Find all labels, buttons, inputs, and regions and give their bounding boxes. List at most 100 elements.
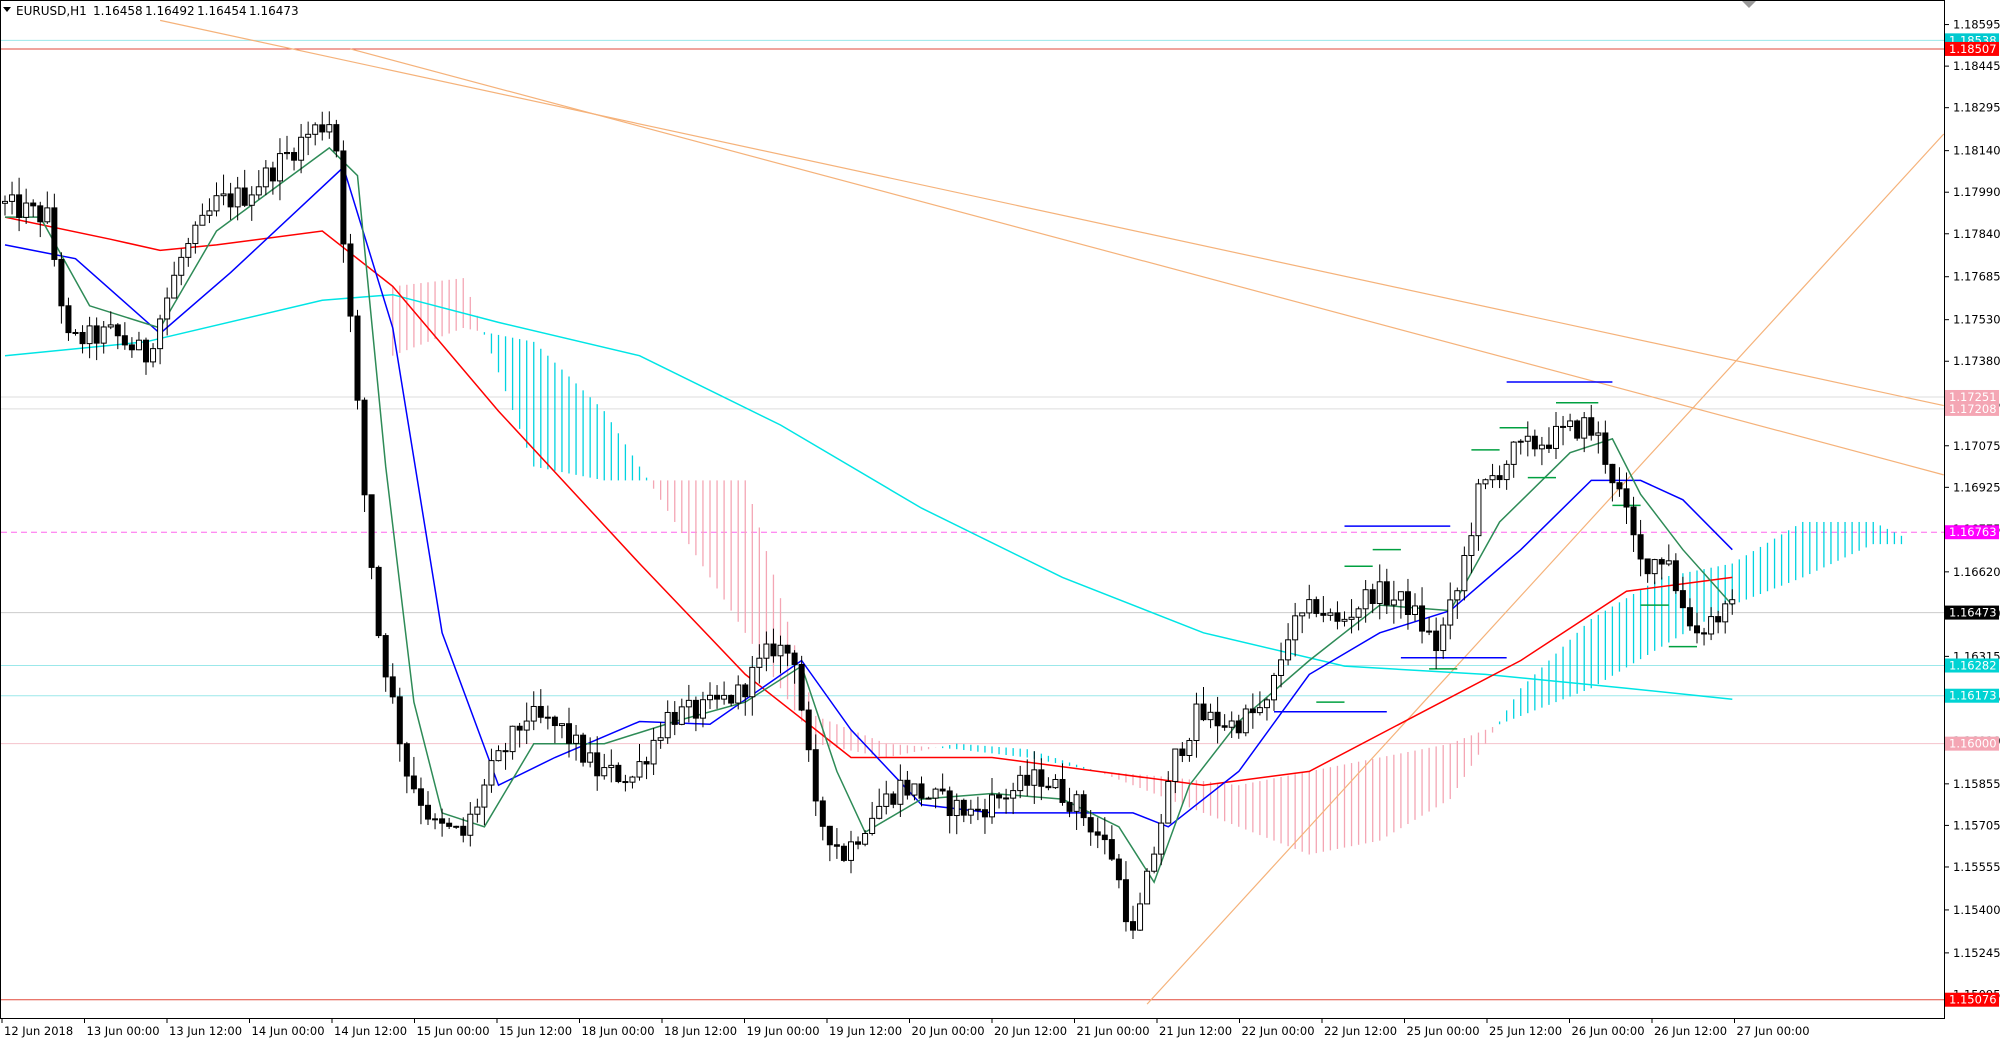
- moving-average-line: [4, 165, 1733, 828]
- bull-candle: [1341, 618, 1348, 622]
- y-tick-label: 1.17380: [1953, 354, 2000, 368]
- bear-candle: [382, 635, 389, 678]
- bull-candle: [220, 193, 227, 197]
- bear-candle: [121, 335, 128, 346]
- bear-candle: [904, 779, 911, 796]
- bear-candle: [269, 167, 276, 182]
- bull-candle: [601, 767, 608, 777]
- price-label-badge: [1945, 736, 1999, 751]
- bull-candle: [1306, 599, 1313, 614]
- bull-candle: [248, 194, 255, 206]
- bull-candle: [1567, 420, 1574, 428]
- bull-candle: [185, 243, 192, 258]
- bull-candle: [862, 833, 869, 845]
- bull-candle: [1665, 560, 1672, 565]
- bear-candle: [1130, 921, 1136, 931]
- bear-candle: [1024, 774, 1031, 786]
- bear-candle: [340, 150, 347, 245]
- bull-candle: [608, 764, 615, 769]
- bull-candle: [1144, 870, 1151, 905]
- bull-candle: [657, 737, 664, 741]
- bear-candle: [784, 644, 791, 654]
- chart-frame: [0, 0, 1945, 1019]
- bear-candle: [1679, 590, 1686, 609]
- bull-candle: [1017, 774, 1024, 792]
- bear-candle: [16, 194, 23, 218]
- price-label-badge: [1945, 41, 1999, 56]
- moving-average-line: [4, 293, 1733, 701]
- bear-candle: [1045, 785, 1052, 789]
- bull-candle: [326, 124, 333, 133]
- price-label-text: 1.15076: [1949, 993, 1997, 1007]
- bull-candle: [1390, 599, 1397, 606]
- x-tick-label: 13 Jun 00:00: [87, 1024, 160, 1038]
- bull-candle: [1186, 740, 1193, 756]
- horizontal-line-layer: [1, 39, 1944, 1001]
- y-tick-label: 1.17530: [1953, 313, 2000, 327]
- x-tick-label: 22 Jun 00:00: [1242, 1024, 1315, 1038]
- bear-candle: [1545, 444, 1552, 449]
- bull-candle: [44, 207, 51, 223]
- bull-candle: [573, 734, 580, 744]
- y-tick-label: 1.18445: [1953, 59, 2000, 73]
- bear-candle: [974, 808, 981, 811]
- bear-candle: [728, 694, 735, 704]
- price-label-text: 1.17251: [1949, 390, 1997, 404]
- bear-candle: [805, 709, 812, 751]
- x-tick-label: 20 Jun 12:00: [994, 1024, 1067, 1038]
- level-marker-layer: [1274, 381, 1697, 713]
- y-tick-label: 1.15705: [1953, 818, 2000, 832]
- bear-candle: [594, 752, 601, 777]
- bear-candle: [1313, 599, 1320, 614]
- bear-candle: [396, 696, 403, 745]
- bear-candle: [1560, 425, 1567, 428]
- bear-candle: [58, 258, 65, 307]
- bear-candle: [566, 723, 572, 744]
- bull-candle: [1482, 479, 1489, 485]
- bear-candle: [1496, 475, 1503, 481]
- bear-candle: [1115, 858, 1122, 881]
- bear-candle: [1066, 801, 1073, 812]
- symbol-menu-triangle-icon[interactable]: [3, 7, 11, 12]
- bull-candle: [925, 797, 932, 800]
- bear-candle: [1334, 612, 1341, 622]
- bear-candle: [1179, 748, 1186, 756]
- bull-candle: [305, 133, 312, 138]
- bear-candle: [643, 761, 650, 765]
- bear-candle: [446, 822, 453, 827]
- bull-candle: [1553, 425, 1559, 449]
- bear-candle: [227, 193, 234, 208]
- x-tick-label: 21 Jun 12:00: [1159, 1024, 1232, 1038]
- bear-candle: [37, 205, 44, 223]
- bull-candle: [178, 256, 185, 276]
- time-axis[interactable]: 12 Jun 2018 13 Jun 00:00 13 Jun 12:00 14 Ju…: [1, 1018, 1810, 1038]
- price-axis[interactable]: 1.18595 1.18445 1.18295 1.18140 1.17990 1.178…: [1944, 18, 2000, 1002]
- bear-candle: [1426, 630, 1433, 633]
- bull-candle: [883, 793, 890, 807]
- bear-candle: [1038, 769, 1045, 787]
- bear-candle: [1404, 591, 1411, 615]
- bear-candle: [241, 187, 248, 206]
- bear-candle: [354, 315, 361, 401]
- bear-candle: [1637, 534, 1644, 560]
- bear-candle: [1249, 708, 1256, 714]
- x-tick-label: 25 Jun 00:00: [1407, 1024, 1480, 1038]
- bull-candle: [1510, 441, 1517, 465]
- bear-candle: [1003, 797, 1010, 800]
- bull-candle: [312, 124, 319, 135]
- bear-candle: [1686, 607, 1693, 627]
- bear-candle: [319, 124, 326, 133]
- price-label-text: 1.16282: [1949, 659, 1997, 673]
- bear-candle: [812, 749, 819, 802]
- bear-candle: [93, 325, 100, 344]
- chart-shift-marker-icon[interactable]: [1742, 1, 1756, 8]
- bull-candle: [1440, 624, 1447, 652]
- bear-candle: [946, 790, 953, 817]
- bull-candle: [1538, 444, 1545, 450]
- bull-candle: [678, 706, 685, 725]
- moving-average-layer: [4, 146, 1733, 884]
- bear-candle: [1701, 632, 1708, 635]
- y-tick-label: 1.15245: [1953, 946, 2000, 960]
- bull-candle: [1285, 639, 1292, 661]
